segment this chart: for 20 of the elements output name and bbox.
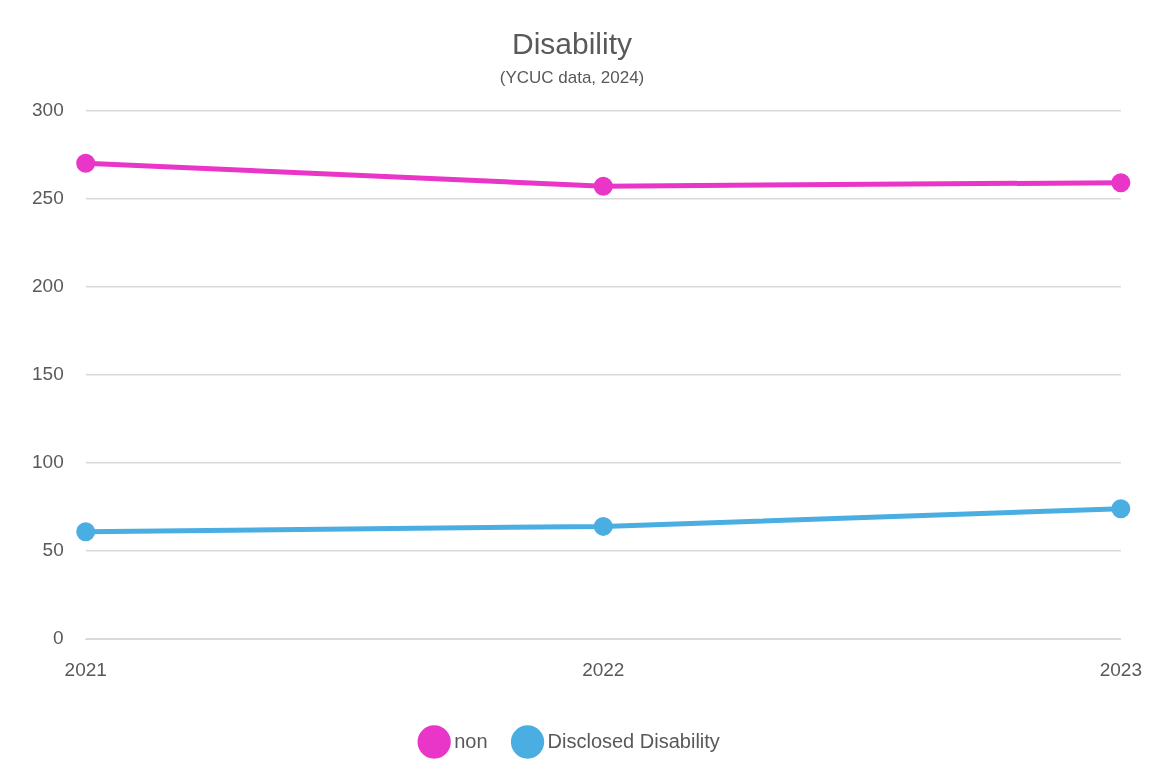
y-tick-label: 200 bbox=[32, 274, 64, 296]
y-tick-label: 100 bbox=[32, 451, 64, 473]
point bbox=[1111, 173, 1131, 193]
x-tick-label: 2021 bbox=[64, 658, 107, 680]
x-tick-label: 2022 bbox=[582, 658, 625, 680]
point bbox=[593, 176, 613, 196]
y-tick-label: 300 bbox=[32, 98, 64, 120]
y-tick-label: 50 bbox=[42, 539, 64, 561]
chart-title: Disability bbox=[511, 27, 633, 61]
y-tick-label: 250 bbox=[32, 186, 64, 208]
legend-label: Disclosed Disability bbox=[547, 729, 720, 752]
y-tick-label: 0 bbox=[53, 627, 64, 649]
x-tick-label: 2023 bbox=[1099, 658, 1143, 680]
point bbox=[593, 516, 613, 536]
chart-subtitle: (YCUC data, 2024) bbox=[499, 67, 645, 87]
point bbox=[1111, 499, 1131, 519]
point bbox=[76, 522, 96, 542]
y-tick-label: 150 bbox=[32, 363, 64, 385]
legend-label: non bbox=[454, 729, 488, 752]
point bbox=[76, 153, 96, 173]
